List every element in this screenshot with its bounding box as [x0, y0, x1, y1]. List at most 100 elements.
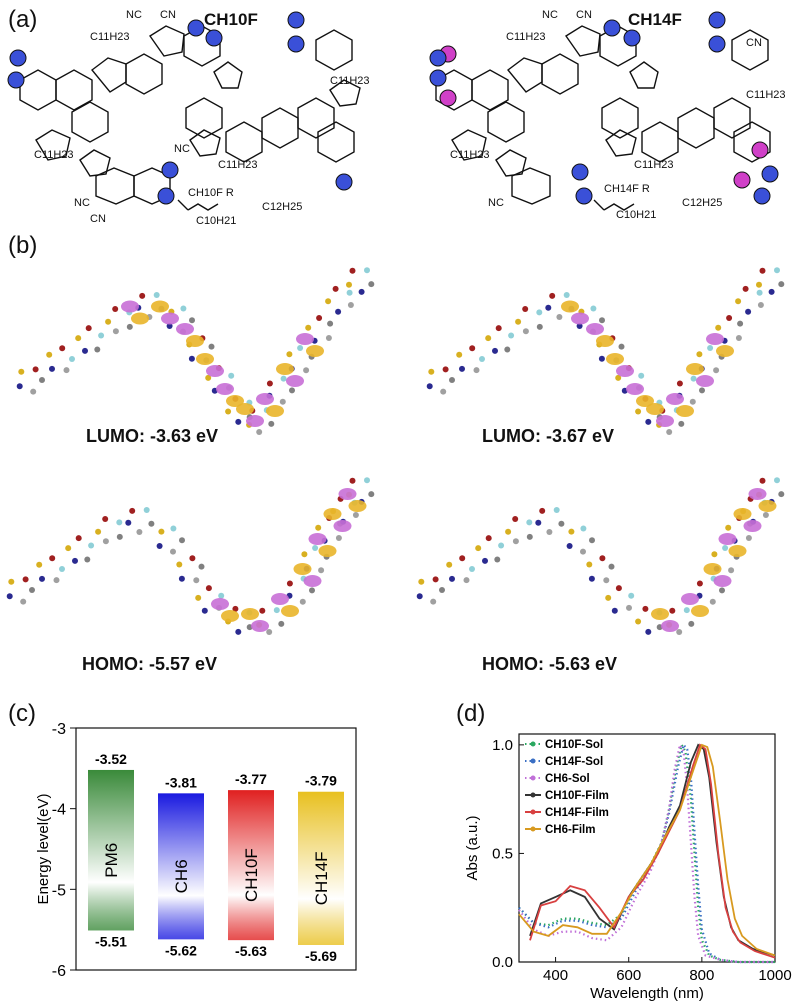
atom: [645, 629, 651, 635]
orbital-lobe: [151, 301, 169, 313]
atom: [189, 356, 195, 362]
atom: [199, 564, 205, 570]
orbital-lobe: [759, 500, 777, 512]
atom: [157, 543, 163, 549]
atom: [84, 557, 90, 563]
absorption-chart: 400 600 800 10000.00.51.0Wavelength (nm)Abs…: [439, 706, 799, 1006]
atom: [599, 555, 605, 561]
ch10f-lumo-molecule: [17, 267, 375, 435]
orbital-lobe: [319, 545, 337, 557]
orbital-lobe: [161, 313, 179, 325]
orbital-lobe: [349, 500, 367, 512]
atom: [303, 367, 309, 373]
atom: [364, 477, 370, 483]
atom: [225, 409, 231, 415]
orbital-lobe: [281, 605, 299, 617]
atom: [564, 292, 570, 298]
atom: [364, 267, 370, 273]
atom: [774, 477, 780, 483]
atom: [428, 369, 434, 375]
label-cn: CN: [90, 213, 106, 225]
atom: [645, 419, 651, 425]
orbital-lobe: [716, 345, 734, 357]
atom: [206, 585, 212, 591]
atom: [46, 352, 52, 358]
legend-label: CH14F-Sol: [545, 756, 603, 768]
plot-frame: [519, 734, 775, 962]
atom: [696, 351, 702, 357]
x-tick-label: 600: [616, 967, 641, 984]
atom: [23, 576, 29, 582]
atom: [256, 429, 262, 435]
atom: [545, 305, 551, 311]
atom: [449, 377, 455, 383]
atom: [297, 345, 303, 351]
atom: [616, 585, 622, 591]
atom: [69, 356, 75, 362]
atom: [289, 387, 295, 393]
orbital-lobe: [616, 365, 634, 377]
orbital-lobe: [606, 353, 624, 365]
y-tick-label: 0.5: [492, 845, 513, 862]
orbital-lobe: [296, 333, 314, 345]
atom: [464, 577, 470, 583]
orbital-lobe: [734, 508, 752, 520]
atom: [176, 562, 182, 568]
orbital-lobe: [206, 365, 224, 377]
bar-category-label: CH6: [172, 859, 191, 893]
atom: [523, 328, 529, 334]
ch10f-chain-a: C10H21: [196, 215, 236, 227]
orbital-lobe: [704, 563, 722, 575]
atom: [235, 419, 241, 425]
atom: [757, 290, 763, 296]
ch10f-side-chain: CH10F R C10H21 C12H25: [188, 187, 302, 227]
atom: [286, 351, 292, 357]
atom: [722, 545, 728, 551]
y-axis-label: Abs (a.u.): [464, 815, 481, 880]
orbital-lobe: [686, 363, 704, 375]
atom: [690, 399, 696, 405]
atom: [98, 333, 104, 339]
orbital-lobe: [656, 415, 674, 427]
atom: [713, 367, 719, 373]
atom: [430, 599, 436, 605]
orbital-lobe: [676, 405, 694, 417]
orbital-lobe: [309, 533, 327, 545]
atom: [459, 366, 465, 372]
atom: [59, 345, 65, 351]
atom: [745, 309, 751, 315]
atom: [17, 383, 23, 389]
atom: [446, 562, 452, 568]
atom: [626, 605, 632, 611]
atom: [586, 562, 592, 568]
atom: [346, 282, 352, 288]
atom: [580, 526, 586, 532]
atom: [259, 608, 265, 614]
atom: [318, 567, 324, 573]
atom: [278, 621, 284, 627]
orbital-lobe: [236, 403, 254, 415]
atom: [469, 345, 475, 351]
atom: [527, 534, 533, 540]
atom: [605, 595, 611, 601]
energy-level-chart: -3-4-5-6Energy level(eV)-3.52-5.51PM6-3.…: [0, 706, 400, 1006]
atom: [494, 557, 500, 563]
atom: [736, 335, 742, 341]
fragment-labels: C11H23 C11H23 NC CN NC CN NC C11H23 C11H…: [34, 9, 786, 225]
legend-label: CH6-Sol: [545, 773, 590, 785]
atom: [280, 399, 286, 405]
orbital-lobe: [651, 608, 669, 620]
atom: [49, 366, 55, 372]
label-nc: NC: [126, 9, 142, 21]
atom: [325, 298, 331, 304]
orbital-lobe: [211, 598, 229, 610]
atom: [439, 587, 445, 593]
atom: [549, 293, 555, 299]
atom: [148, 521, 154, 527]
atom: [546, 529, 552, 535]
atom: [599, 317, 605, 323]
atom: [49, 555, 55, 561]
atom: [8, 579, 14, 585]
atom: [195, 595, 201, 601]
legend-marker: [531, 810, 536, 815]
